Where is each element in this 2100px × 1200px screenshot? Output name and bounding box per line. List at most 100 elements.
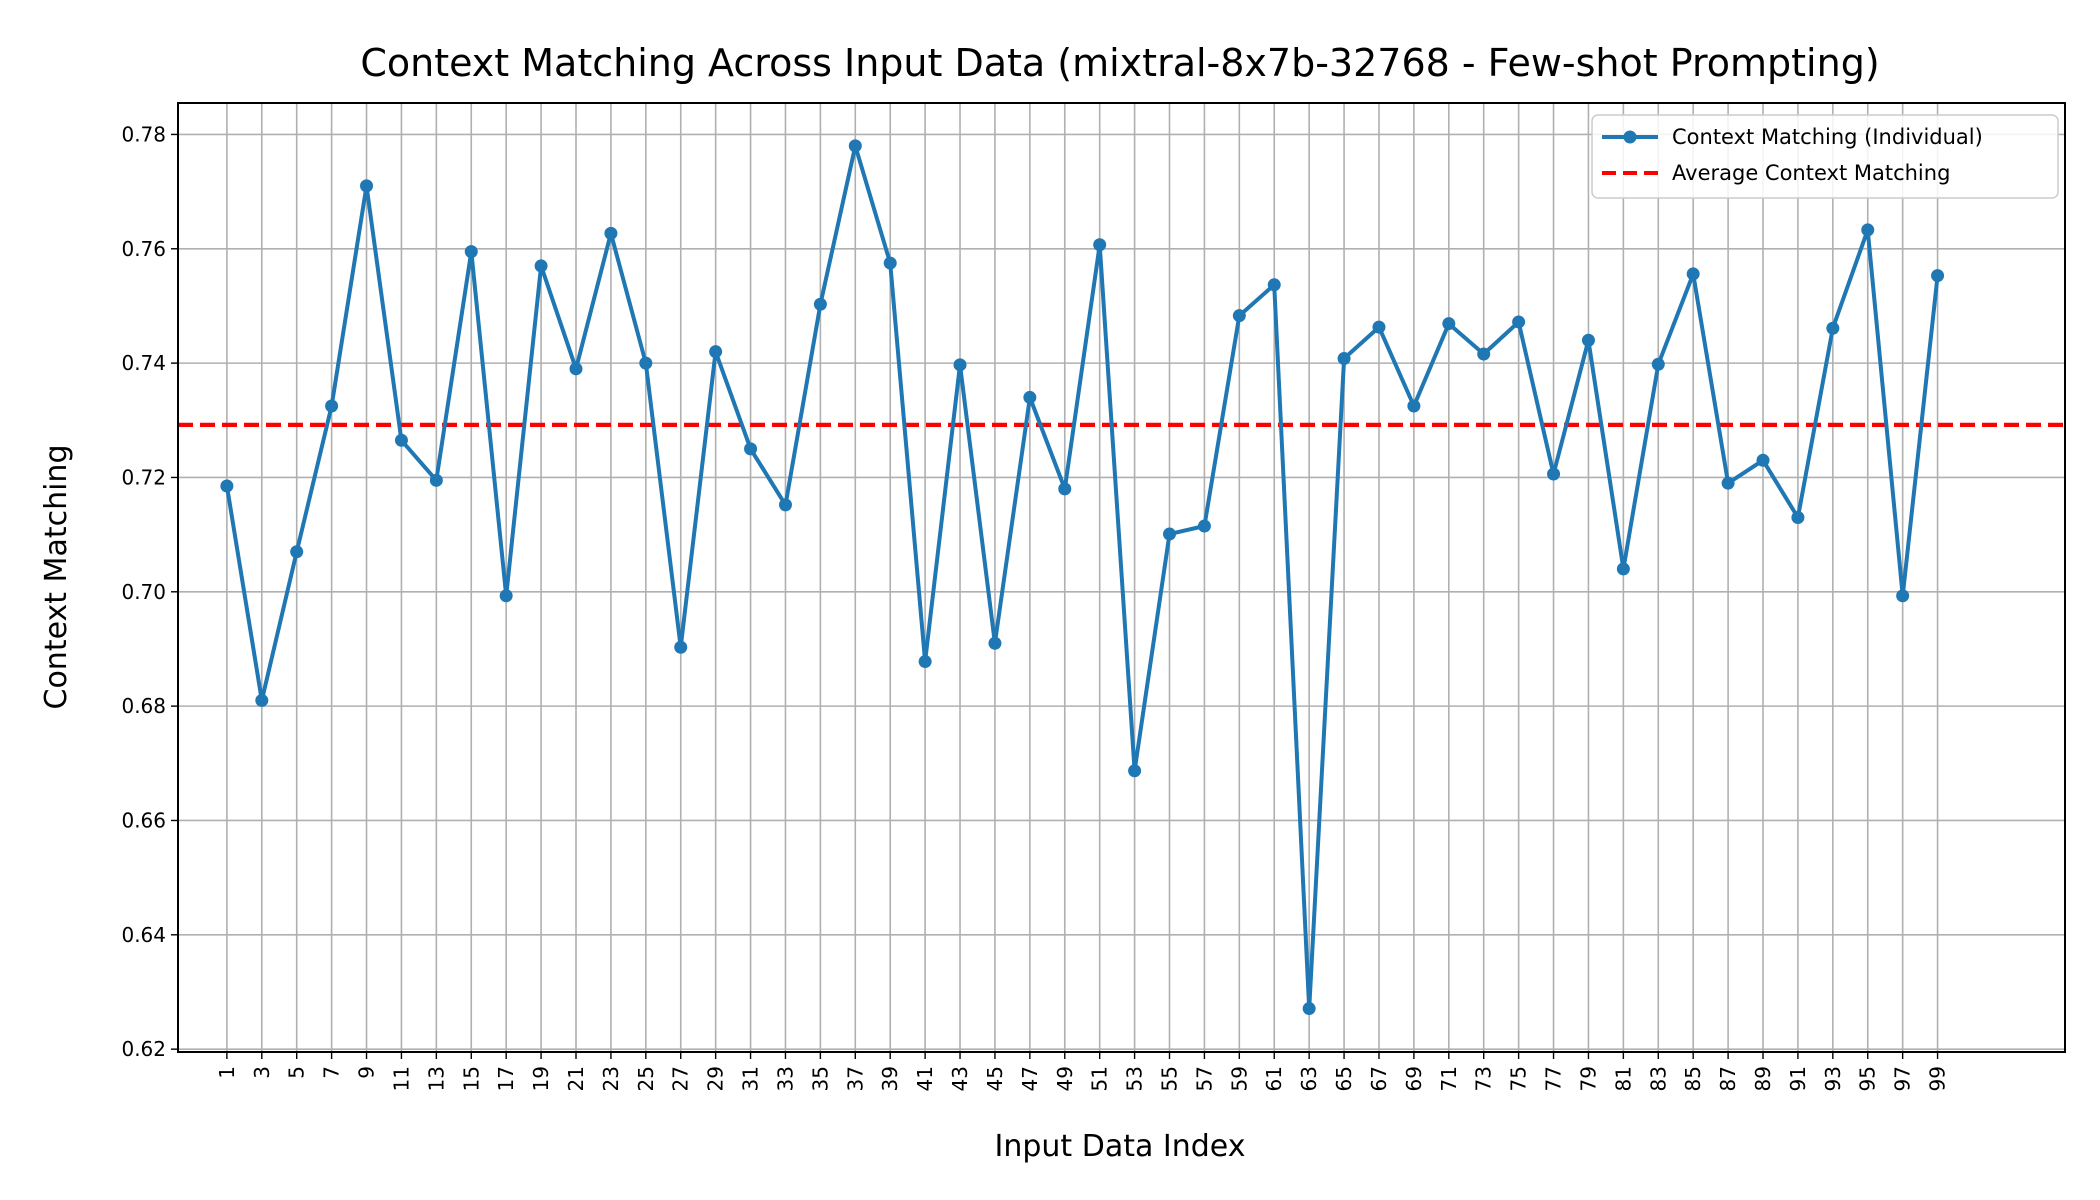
data-point xyxy=(1058,482,1072,496)
x-tick-label: 1 xyxy=(215,1066,239,1079)
x-tick-label: 55 xyxy=(1158,1066,1182,1091)
tick-labels: 1 3 5 7 9 11 13 15 17 19 21 23 25 27 29 31 33 35 37 39 41 43 4… xyxy=(121,122,1949,1091)
x-tick-label: 41 xyxy=(913,1066,937,1091)
legend-label-average: Average Context Matching xyxy=(1672,161,1950,185)
data-point xyxy=(1581,333,1595,347)
x-tick-label: 29 xyxy=(704,1066,728,1091)
x-tick-label: 83 xyxy=(1646,1066,1670,1091)
x-tick-label: 23 xyxy=(599,1066,623,1091)
data-point xyxy=(290,545,304,559)
x-tick-label: 17 xyxy=(494,1066,518,1091)
data-point xyxy=(1267,278,1281,292)
data-point xyxy=(1756,453,1770,467)
data-point xyxy=(569,362,583,376)
y-tick-label: 0.72 xyxy=(121,465,166,489)
y-tick-label: 0.62 xyxy=(121,1037,166,1061)
x-tick-label: 37 xyxy=(843,1066,867,1091)
x-tick-label: 53 xyxy=(1123,1066,1147,1091)
x-tick-label: 77 xyxy=(1542,1066,1566,1091)
data-point xyxy=(1093,238,1107,252)
data-point xyxy=(1477,347,1491,361)
x-tick-label: 89 xyxy=(1751,1066,1775,1091)
data-point xyxy=(639,356,653,370)
data-point xyxy=(1337,352,1351,366)
x-tick-label: 63 xyxy=(1297,1066,1321,1091)
series-line-individual xyxy=(224,143,1940,1011)
data-point xyxy=(360,179,374,193)
axes xyxy=(171,102,2066,1059)
plot-frame xyxy=(177,102,2066,1053)
x-tick-label: 13 xyxy=(424,1066,448,1091)
data-point xyxy=(744,442,758,456)
data-point xyxy=(220,479,234,493)
x-tick-label: 75 xyxy=(1507,1066,1531,1091)
data-point xyxy=(1791,510,1805,524)
y-tick-label: 0.76 xyxy=(121,237,166,261)
data-point xyxy=(255,693,269,707)
data-point xyxy=(1512,315,1526,329)
grid xyxy=(178,103,2065,1052)
data-point xyxy=(394,433,408,447)
data-point xyxy=(1686,267,1700,281)
series-layer xyxy=(220,139,1945,1016)
data-point xyxy=(1302,1002,1316,1016)
x-tick-label: 11 xyxy=(389,1066,413,1091)
x-tick-label: 51 xyxy=(1088,1066,1112,1091)
data-point xyxy=(778,498,792,512)
x-tick-label: 65 xyxy=(1332,1066,1356,1091)
x-tick-label: 71 xyxy=(1437,1066,1461,1091)
x-tick-label: 97 xyxy=(1891,1066,1915,1091)
x-tick-label: 73 xyxy=(1472,1066,1496,1091)
legend-label-individual: Context Matching (Individual) xyxy=(1672,125,1983,149)
legend-marker-individual xyxy=(1623,130,1637,144)
data-point xyxy=(1128,764,1142,778)
data-point xyxy=(1442,317,1456,331)
x-tick-label: 27 xyxy=(669,1066,693,1091)
x-axis-label: Input Data Index xyxy=(995,1129,1246,1164)
data-point xyxy=(1826,321,1840,335)
x-tick-label: 33 xyxy=(773,1066,797,1091)
x-tick-label: 59 xyxy=(1227,1066,1251,1091)
data-point xyxy=(604,226,618,240)
data-point xyxy=(1721,476,1735,490)
data-point xyxy=(674,640,688,654)
y-axis-label: Context Matching xyxy=(39,445,74,710)
data-point xyxy=(813,297,827,311)
x-tick-label: 81 xyxy=(1611,1066,1635,1091)
chart-title: Context Matching Across Input Data (mixt… xyxy=(360,41,1879,85)
x-tick-label: 9 xyxy=(355,1066,379,1079)
x-tick-label: 99 xyxy=(1926,1066,1950,1091)
data-point xyxy=(848,139,862,153)
x-tick-label: 85 xyxy=(1681,1066,1705,1091)
x-tick-label: 43 xyxy=(948,1066,972,1091)
x-tick-label: 3 xyxy=(250,1066,274,1079)
x-tick-label: 7 xyxy=(320,1066,344,1079)
x-tick-label: 57 xyxy=(1192,1066,1216,1091)
x-tick-label: 79 xyxy=(1576,1066,1600,1091)
data-point xyxy=(499,589,513,603)
data-point xyxy=(1023,390,1037,404)
y-tick-label: 0.68 xyxy=(121,694,166,718)
legend-box xyxy=(1591,114,2059,199)
x-tick-label: 67 xyxy=(1367,1066,1391,1091)
x-tick-label: 31 xyxy=(739,1066,763,1091)
data-point xyxy=(1651,357,1665,371)
data-point xyxy=(953,358,967,372)
x-tick-label: 69 xyxy=(1402,1066,1426,1091)
data-point xyxy=(1232,309,1246,323)
x-tick-label: 93 xyxy=(1821,1066,1845,1091)
data-point xyxy=(1896,589,1910,603)
x-tick-label: 25 xyxy=(634,1066,658,1091)
data-point xyxy=(1547,467,1561,481)
y-tick-label: 0.74 xyxy=(121,351,166,375)
x-tick-label: 35 xyxy=(808,1066,832,1091)
data-point xyxy=(1861,223,1875,237)
x-tick-label: 15 xyxy=(459,1066,483,1091)
data-point xyxy=(534,259,548,273)
x-tick-label: 5 xyxy=(285,1066,309,1079)
data-point xyxy=(1931,269,1945,283)
y-tick-label: 0.64 xyxy=(121,923,166,947)
data-point xyxy=(1372,320,1386,334)
